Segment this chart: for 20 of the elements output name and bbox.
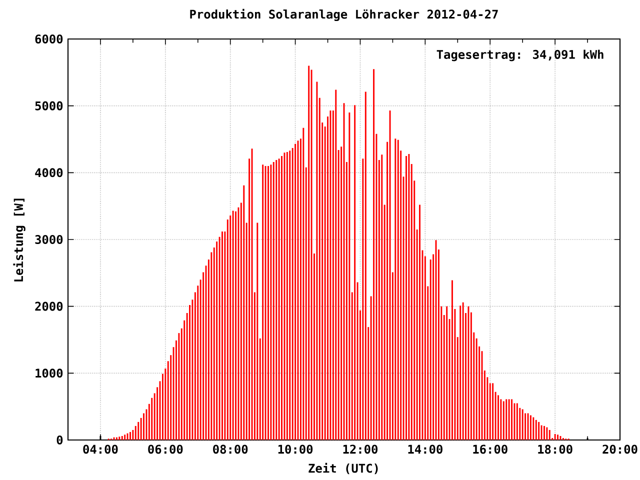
y-tick-label: 3000 (35, 234, 63, 244)
x-tick-label: 10:00 (278, 444, 313, 454)
x-tick-label: 08:00 (213, 444, 248, 454)
x-tick-label: 18:00 (538, 444, 572, 454)
y-tick-label: 2000 (35, 302, 63, 311)
x-tick-label: 14:00 (408, 444, 442, 454)
y-tick-label: 6000 (35, 34, 63, 44)
y-axis-title: Leistung [W] (13, 198, 26, 282)
chart-title: Produktion Solaranlage Löhracker 2012-04-27 (190, 8, 498, 22)
x-axis-title: Zeit (UTC) (308, 462, 378, 474)
x-tick-label: 06:00 (148, 444, 183, 454)
y-tick-label: 4000 (35, 168, 63, 178)
y-tick-label: 0 (56, 435, 63, 445)
x-tick-label: 04:00 (83, 444, 118, 454)
annotation: Tagesertrag: 34,091 kWh (436, 50, 604, 62)
x-tick-label: 16:00 (473, 444, 508, 454)
x-tick-label: 20:00 (602, 444, 638, 454)
y-tick-label: 5000 (35, 101, 63, 110)
x-tick-label: 12:00 (343, 444, 378, 454)
y-tick-label: 1000 (36, 368, 63, 378)
